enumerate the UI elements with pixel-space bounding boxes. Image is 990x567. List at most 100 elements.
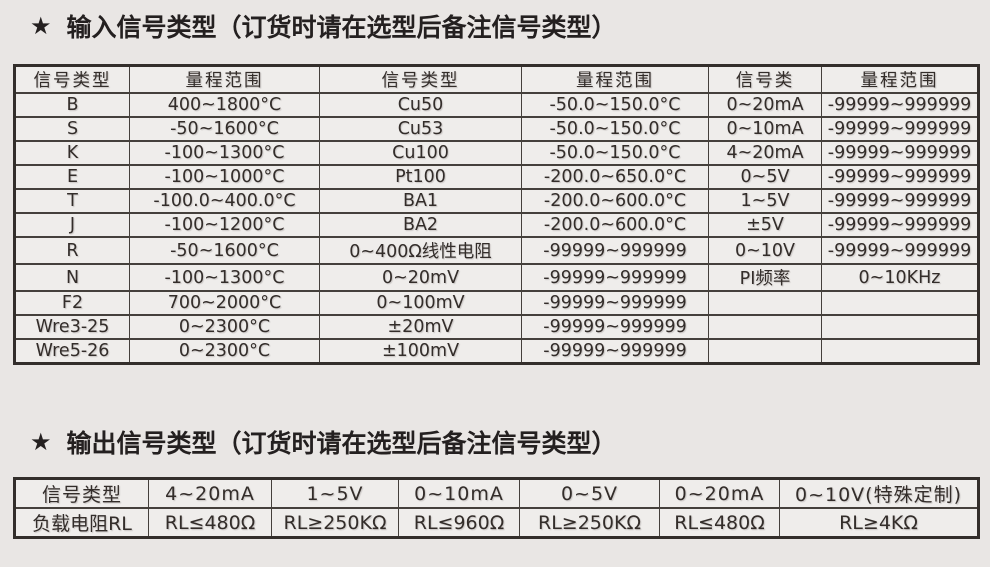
table-row: J -100~1200°C BA2 -200.0~600.0°C ±5V -99999~9…	[14, 212, 979, 238]
header-row: 信号类型 4~20mA 1~5V 0~10mA 0~5V 0~20mA 0~10V(特殊定制…	[14, 477, 979, 509]
table-cell: Cu53	[319, 116, 522, 142]
table-cell: 0~5V	[708, 164, 822, 190]
table-cell: -99999~999999	[821, 236, 979, 265]
table-cell: -50.0~150.0°C	[521, 140, 709, 166]
table-cell: -99999~999999	[821, 92, 979, 118]
table-cell: RL≤960Ω	[398, 507, 520, 539]
table-cell: ±100mV	[319, 338, 522, 364]
table-cell: 1~5V	[708, 188, 822, 214]
table-cell: -99999~999999	[521, 263, 709, 292]
table-cell: -100~1300°C	[129, 263, 320, 292]
table-cell: -200.0~600.0°C	[521, 212, 709, 238]
table-cell: -99999~999999	[521, 236, 709, 265]
column-header: 0~5V	[519, 477, 660, 509]
table-cell: -99999~999999	[521, 338, 709, 364]
table-cell: -99999~999999	[521, 314, 709, 340]
table-cell: Cu50	[319, 92, 522, 118]
table-cell: -100.0~400.0°C	[129, 188, 320, 214]
table-cell: -99999~999999	[821, 140, 979, 166]
table-cell: 0~20mV	[319, 263, 522, 292]
table-cell: -50~1600°C	[129, 116, 320, 142]
table-cell	[708, 338, 822, 364]
table-cell: J	[14, 212, 130, 238]
table-cell: 0~400Ω线性电阻	[319, 236, 522, 265]
table-row: F2 700~2000°C 0~100mV -99999~999999	[14, 290, 979, 316]
table-row: K -100~1300°C Cu100 -50.0~150.0°C 4~20mA -999…	[14, 140, 979, 166]
table-cell: RL≥250KΩ	[519, 507, 660, 539]
table-row: T -100.0~400.0°C BA1 -200.0~600.0°C 1~5V -999…	[14, 188, 979, 214]
table-cell: S	[14, 116, 130, 142]
column-header: 0~10V(特殊定制)	[779, 477, 979, 509]
column-header: 量程范围	[821, 64, 979, 94]
table-cell: BA2	[319, 212, 522, 238]
table-cell: 0~2300°C	[129, 338, 320, 364]
table-cell: 0~10KHz	[821, 263, 979, 292]
column-header: 量程范围	[521, 64, 709, 94]
table-cell: 负载电阻RL	[14, 507, 149, 539]
table-row: S -50~1600°C Cu53 -50.0~150.0°C 0~10mA -99999…	[14, 116, 979, 142]
column-header: 1~5V	[271, 477, 399, 509]
column-header: 4~20mA	[148, 477, 272, 509]
table-cell: 0~10V	[708, 236, 822, 265]
table-cell: 400~1800°C	[129, 92, 320, 118]
table-cell: -99999~999999	[821, 116, 979, 142]
output-signal-table: 信号类型 4~20mA 1~5V 0~10mA 0~5V 0~20mA 0~10V(特殊定制…	[13, 477, 980, 539]
table-cell: -200.0~650.0°C	[521, 164, 709, 190]
table-row: Wre3-25 0~2300°C ±20mV -99999~999999	[14, 314, 979, 340]
table-cell: Pt100	[319, 164, 522, 190]
table-cell: F2	[14, 290, 130, 316]
star-icon: ★	[30, 12, 52, 40]
output-section-title: ★ 输出信号类型（订货时请在选型后备注信号类型）	[30, 424, 617, 460]
table-cell: 4~20mA	[708, 140, 822, 166]
table-cell	[708, 290, 822, 316]
table-cell: K	[14, 140, 130, 166]
table-cell	[708, 314, 822, 340]
table-cell: 0~2300°C	[129, 314, 320, 340]
table-cell	[821, 338, 979, 364]
table-cell: 700~2000°C	[129, 290, 320, 316]
table-cell: T	[14, 188, 130, 214]
table-cell: 0~20mA	[708, 92, 822, 118]
input-section-title-text: 输入信号类型（订货时请在选型后备注信号类型）	[66, 13, 617, 42]
table-cell: -100~1300°C	[129, 140, 320, 166]
table-cell: RL≤480Ω	[659, 507, 780, 539]
column-header: 0~20mA	[659, 477, 780, 509]
table-cell: -99999~999999	[821, 188, 979, 214]
column-header: 信号类型	[319, 64, 522, 94]
table-cell: RL≥250KΩ	[271, 507, 399, 539]
table-cell: RL≥4KΩ	[779, 507, 979, 539]
table-cell: -99999~999999	[821, 212, 979, 238]
table-row: E -100~1000°C Pt100 -200.0~650.0°C 0~5V -9999…	[14, 164, 979, 190]
table-cell: -50~1600°C	[129, 236, 320, 265]
table-row: Wre5-26 0~2300°C ±100mV -99999~999999	[14, 338, 979, 364]
table-cell: Cu100	[319, 140, 522, 166]
output-section-title-text: 输出信号类型（订货时请在选型后备注信号类型）	[66, 429, 617, 458]
table-cell: N	[14, 263, 130, 292]
table-cell: RL≤480Ω	[148, 507, 272, 539]
table-cell	[821, 314, 979, 340]
table-cell: R	[14, 236, 130, 265]
table-cell: PI频率	[708, 263, 822, 292]
header-row: 信号类型 量程范围 信号类型 量程范围 信号类 量程范围	[14, 64, 979, 94]
table-cell: -100~1000°C	[129, 164, 320, 190]
star-icon: ★	[30, 428, 52, 456]
table-cell: ±20mV	[319, 314, 522, 340]
table-cell: E	[14, 164, 130, 190]
table-cell: -99999~999999	[821, 164, 979, 190]
input-signal-table: 信号类型 量程范围 信号类型 量程范围 信号类 量程范围 B 400~1800°C Cu50 -5…	[13, 64, 980, 365]
table-cell	[821, 290, 979, 316]
column-header: 信号类型	[14, 64, 130, 94]
table-row: N -100~1300°C 0~20mV -99999~999999 PI频率 0~10K…	[14, 263, 979, 292]
column-header: 0~10mA	[398, 477, 520, 509]
table-cell: ±5V	[708, 212, 822, 238]
table-row: 负载电阻RL RL≤480Ω RL≥250KΩ RL≤960Ω RL≥250KΩ RL≤4…	[14, 507, 979, 539]
table-row: B 400~1800°C Cu50 -50.0~150.0°C 0~20mA -99999…	[14, 92, 979, 118]
table-cell: -99999~999999	[521, 290, 709, 316]
table-cell: -50.0~150.0°C	[521, 116, 709, 142]
table-row: R -50~1600°C 0~400Ω线性电阻 -99999~999999 0~10V -…	[14, 236, 979, 265]
table-cell: 0~10mA	[708, 116, 822, 142]
table-cell: -200.0~600.0°C	[521, 188, 709, 214]
table-cell: -50.0~150.0°C	[521, 92, 709, 118]
table-cell: 0~100mV	[319, 290, 522, 316]
